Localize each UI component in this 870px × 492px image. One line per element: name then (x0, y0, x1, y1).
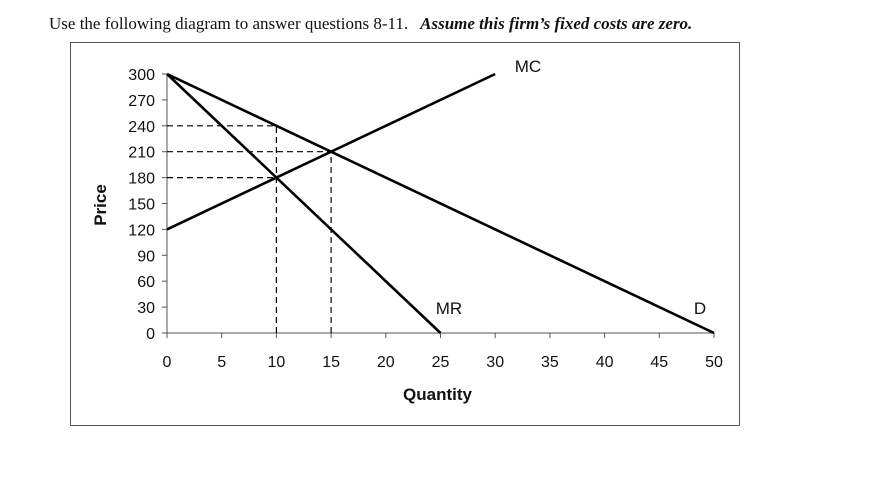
x-axis-title: Quantity (403, 385, 472, 404)
x-tick-label: 10 (268, 354, 286, 371)
y-tick-label: 180 (128, 171, 155, 188)
series-label-mc: MC (515, 57, 541, 76)
y-axis-title: Price (91, 184, 110, 226)
y-tick-label: 300 (128, 67, 155, 84)
instruction-assumption: Assume this firm’s fixed costs are zero. (420, 14, 693, 33)
series-line-mr (166, 73, 442, 334)
instruction-text: Use the following diagram to answer ques… (49, 14, 692, 34)
x-tick-label: 20 (377, 354, 395, 371)
reference-lines (167, 125, 332, 333)
y-tick-label: 60 (137, 274, 155, 291)
x-tick-label: 45 (650, 354, 668, 371)
y-tick-label: 120 (128, 222, 155, 239)
x-tick-label: 30 (486, 354, 504, 371)
x-tick-label: 0 (163, 354, 172, 371)
y-tick-label: 150 (128, 197, 155, 214)
y-tick-label: 90 (137, 248, 155, 265)
series-label-d: D (694, 299, 706, 318)
y-tick-label: 270 (128, 93, 155, 110)
y-tick-label: 30 (137, 300, 155, 317)
y-tick-label: 240 (128, 119, 155, 136)
x-tick-label: 40 (596, 354, 614, 371)
x-tick-label: 25 (432, 354, 450, 371)
x-tick-label: 35 (541, 354, 559, 371)
y-tick-label: 210 (128, 145, 155, 162)
series-group (166, 72, 715, 335)
series-line-d (166, 72, 715, 335)
y-tick-label: 0 (146, 326, 155, 343)
x-tick-label: 50 (705, 354, 723, 371)
x-tick-label: 5 (217, 354, 226, 371)
x-tick-label: 15 (322, 354, 340, 371)
chart-frame (70, 42, 740, 426)
instruction-main: Use the following diagram to answer ques… (49, 14, 409, 33)
labels-group: MC D MR (436, 57, 706, 318)
axes: 0 30 60 90 120 150 180 210 240 270 300 0 5 10 15 20 25 30… (91, 67, 723, 404)
series-label-mr: MR (436, 299, 462, 318)
